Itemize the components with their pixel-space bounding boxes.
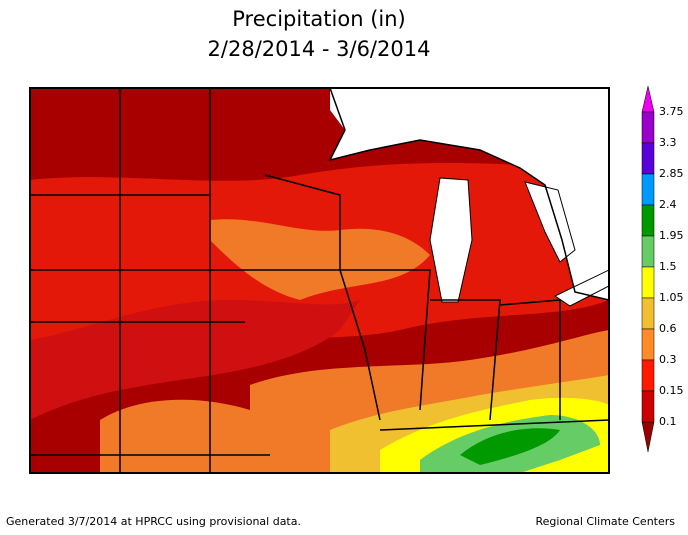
legend-label: 0.1	[659, 415, 677, 428]
legend-label: 1.5	[659, 260, 677, 273]
legend-cap	[641, 421, 655, 453]
legend: 3.75 3.3 2.85 2.4 1.95 1.5 1.05 0.6 0.3 0.15 0.1	[641, 85, 684, 453]
legend-label: 2.85	[659, 167, 684, 180]
footer-right: Regional Climate Centers	[535, 515, 675, 528]
legend-swatch	[641, 297, 655, 330]
legend-swatch	[641, 390, 655, 423]
legend-swatch	[641, 204, 655, 237]
subtitle: 2/28/2014 - 3/6/2014	[208, 37, 431, 61]
legend-label: 2.4	[659, 198, 677, 211]
legend-swatch	[641, 111, 655, 144]
legend-swatch	[641, 235, 655, 268]
footer-left: Generated 3/7/2014 at HPRCC using provis…	[6, 515, 301, 528]
title: Precipitation (in)	[232, 7, 405, 31]
legend-label: 1.05	[659, 291, 684, 304]
legend-swatch	[641, 359, 655, 392]
legend-label: 0.3	[659, 353, 677, 366]
map	[29, 87, 610, 474]
legend-label: 1.95	[659, 229, 684, 242]
legend-label: 3.75	[659, 105, 684, 118]
legend-label: 0.15	[659, 384, 684, 397]
legend-cap	[641, 85, 655, 113]
legend-label: 0.6	[659, 322, 677, 335]
legend-swatch	[641, 173, 655, 206]
legend-swatch	[641, 142, 655, 175]
legend-swatch	[641, 328, 655, 361]
legend-swatch	[641, 266, 655, 299]
legend-label: 3.3	[659, 136, 677, 149]
